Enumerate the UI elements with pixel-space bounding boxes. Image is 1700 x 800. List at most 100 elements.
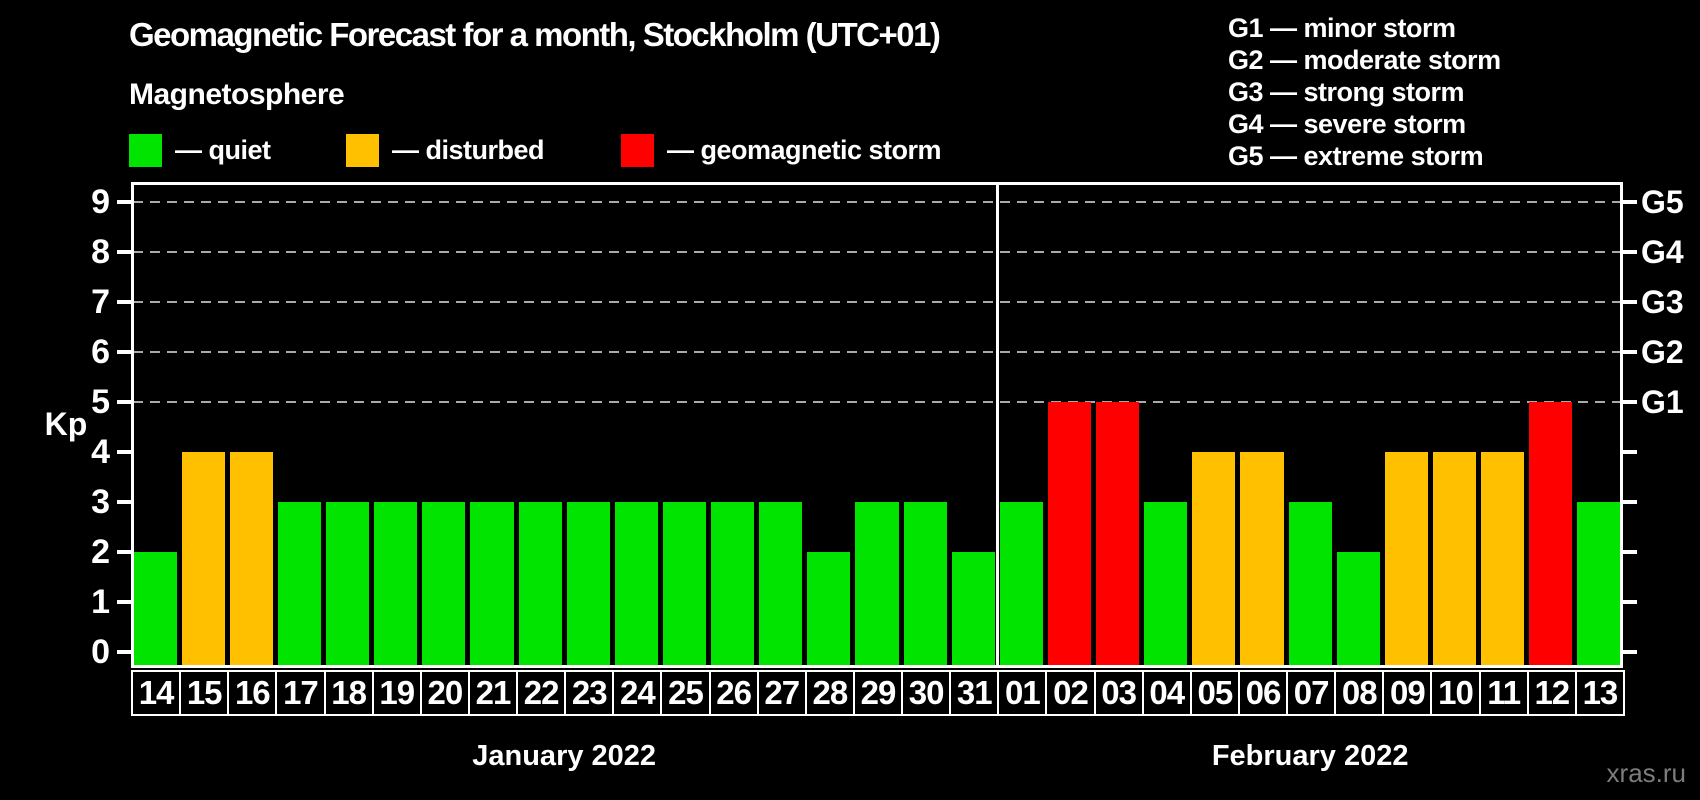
day-cell: 18	[323, 670, 374, 716]
watermark: xras.ru	[1606, 758, 1686, 788]
y-tick-label: 2	[91, 533, 110, 571]
kp-bar-02	[1047, 402, 1092, 665]
day-cell: 15	[179, 670, 230, 716]
day-label: 25	[668, 674, 704, 711]
kp-bar-24	[614, 502, 658, 665]
day-cell: 30	[901, 670, 952, 716]
kp-bar-23	[566, 502, 610, 665]
day-cell: 24	[612, 670, 663, 716]
month-separator	[995, 185, 999, 665]
y-tick-label: 9	[91, 183, 110, 221]
day-cell: 31	[949, 670, 1000, 716]
kp-bar-16	[229, 452, 273, 665]
y-tick	[117, 350, 131, 354]
day-label: 17	[283, 674, 319, 711]
kp-bar-06	[1240, 452, 1284, 665]
day-cell: 22	[516, 670, 567, 716]
day-cell: 01	[997, 670, 1048, 716]
day-cell: 23	[564, 670, 615, 716]
day-label: 19	[379, 674, 415, 711]
kp-bar-12	[1529, 402, 1573, 665]
kp-bar-21	[470, 502, 514, 665]
month-label: January 2022	[472, 740, 657, 772]
day-cell: 20	[419, 670, 470, 716]
day-label: 15	[186, 674, 223, 711]
kp-bar-30	[903, 502, 947, 665]
day-cell: 12	[1526, 670, 1577, 716]
grid-line	[133, 351, 1621, 353]
g-legend-line-g3: G3 — strong storm	[1228, 77, 1465, 107]
day-label: 16	[234, 674, 271, 711]
day-label: 10	[1438, 674, 1474, 711]
kp-bar-15	[181, 452, 225, 665]
day-cell: 05	[1189, 670, 1240, 716]
y-tick	[117, 450, 131, 454]
y-tick-label: 0	[91, 633, 110, 671]
g-level-label: G3	[1641, 284, 1684, 320]
legend-item-quiet: — quiet	[129, 133, 271, 167]
g-scale-legend: G1 — minor storm G2 — moderate storm G3 — …	[1228, 12, 1501, 172]
legend-label: — disturbed	[392, 134, 545, 165]
kp-bar-10	[1432, 452, 1477, 665]
day-label: 09	[1390, 674, 1426, 711]
right-tick	[1623, 400, 1637, 404]
right-tick	[1623, 450, 1637, 454]
day-label: 29	[860, 674, 897, 711]
day-label: 12	[1534, 674, 1570, 711]
y-tick	[117, 250, 131, 254]
right-tick	[1623, 200, 1637, 204]
day-cell: 10	[1430, 670, 1481, 716]
right-tick	[1623, 550, 1637, 554]
day-label: 08	[1341, 674, 1378, 711]
g-level-label: G4	[1641, 234, 1684, 270]
kp-bar-27	[759, 502, 803, 665]
magnetosphere-label: Magnetosphere	[129, 78, 345, 111]
legend-swatch-quiet	[129, 133, 162, 167]
right-tick	[1623, 650, 1637, 654]
right-tick	[1623, 250, 1637, 254]
kp-bar-04	[1144, 502, 1188, 665]
legend-swatch-disturbed	[346, 133, 379, 167]
day-label: 03	[1101, 674, 1137, 711]
day-cell: 27	[756, 670, 807, 716]
legend-item-disturbed: — disturbed	[346, 133, 545, 167]
kp-bar-09	[1384, 452, 1428, 665]
day-cell: 03	[1093, 670, 1144, 716]
day-label: 06	[1245, 674, 1282, 711]
kp-bar-05	[1192, 452, 1236, 665]
kp-bar-13	[1577, 502, 1621, 665]
day-cell: 13	[1574, 670, 1625, 716]
day-label: 14	[138, 674, 175, 711]
day-label: 31	[956, 674, 993, 711]
kp-bar-08	[1336, 552, 1380, 665]
day-cell: 29	[852, 670, 904, 716]
day-label: 20	[427, 674, 463, 711]
day-cell: 19	[371, 670, 422, 716]
day-cell: 17	[275, 670, 326, 716]
day-label: 07	[1293, 674, 1330, 711]
day-cell: 26	[708, 670, 759, 716]
day-label: 22	[523, 674, 560, 711]
y-tick-label: 1	[91, 583, 110, 621]
kp-bar-29	[855, 502, 899, 665]
grid-line	[133, 301, 1621, 303]
legend-item-storm: — geomagnetic storm	[621, 133, 942, 167]
day-label: 13	[1582, 674, 1619, 711]
g-legend-line-g2: G2 — moderate storm	[1228, 45, 1501, 75]
y-tick	[117, 200, 131, 204]
legend-swatch-storm	[621, 133, 654, 167]
g-level-label: G5	[1641, 184, 1684, 220]
day-cell: 08	[1334, 670, 1385, 716]
kp-bar-18	[326, 502, 370, 665]
y-tick-label: 7	[91, 283, 110, 321]
day-cell: 07	[1286, 670, 1337, 716]
kp-bar-11	[1481, 452, 1525, 665]
day-label: 05	[1197, 674, 1234, 711]
day-cell: 21	[467, 670, 519, 716]
day-cell: 06	[1237, 670, 1289, 716]
grid-line	[133, 201, 1621, 203]
day-cell: 25	[660, 670, 711, 716]
right-tick	[1623, 350, 1637, 354]
kp-bar-07	[1288, 502, 1332, 665]
